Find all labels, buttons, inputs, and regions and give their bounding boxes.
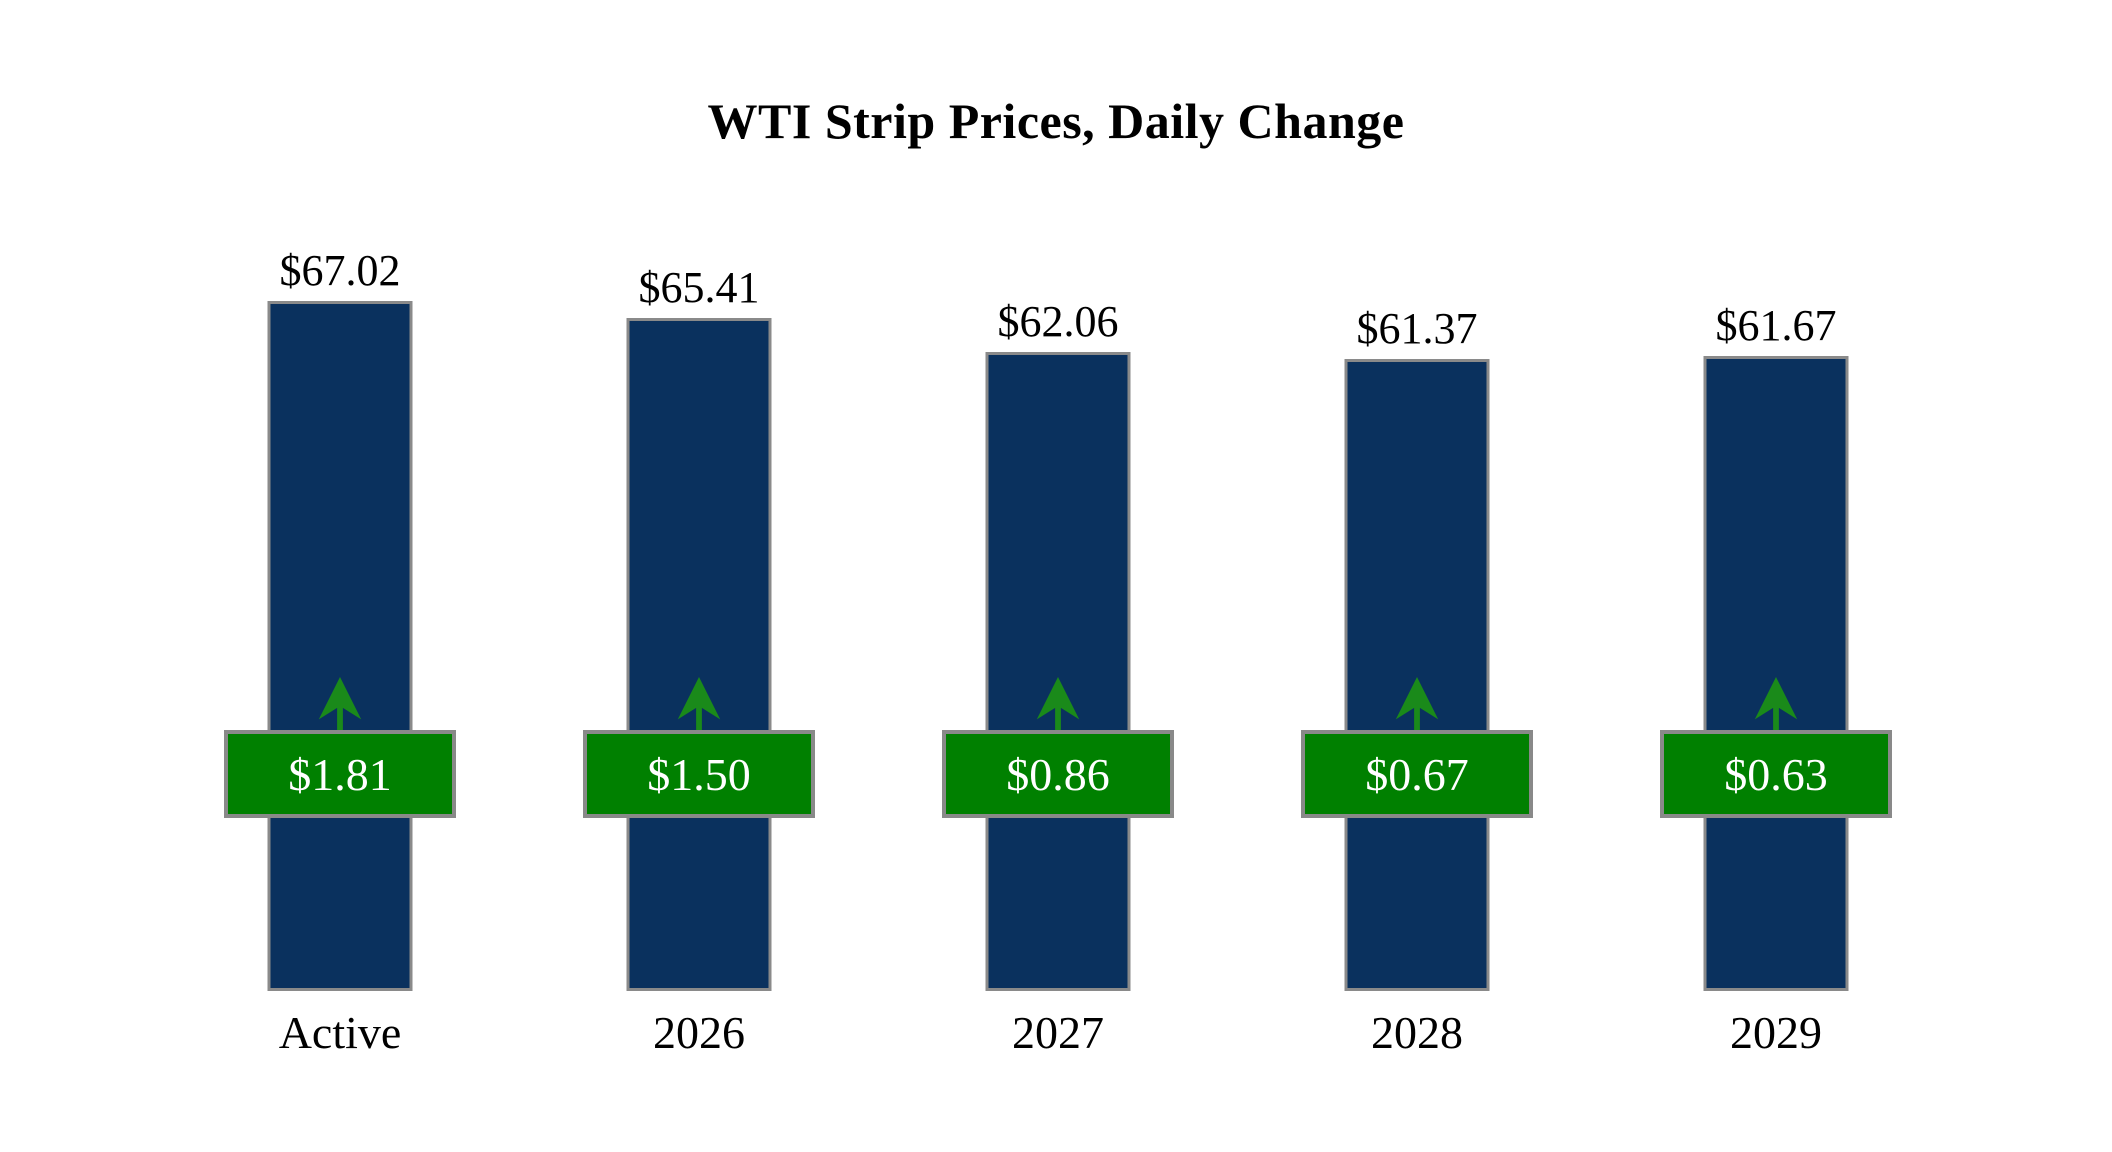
bar-group-2029: $61.67 $0.63 2029 [1596,0,1956,1152]
price-bar [985,352,1131,991]
daily-change-badge: $0.86 [942,730,1174,818]
category-label: Active [278,1007,402,1058]
daily-change-badge: $0.67 [1301,730,1533,818]
category-label: 2029 [1730,1007,1822,1058]
price-bar [267,301,413,991]
price-label: $67.02 [279,246,401,295]
daily-change-badge: $1.81 [224,730,456,818]
bar-group-2028: $61.37 $0.67 2028 [1237,0,1597,1152]
price-bar [1703,356,1849,991]
price-label: $61.67 [1715,301,1837,350]
daily-change-badge: $1.50 [583,730,815,818]
bar-group-2026: $65.41 $1.50 2026 [519,0,879,1152]
bar-group-2027: $62.06 $0.86 2027 [878,0,1238,1152]
chart-title: WTI Strip Prices, Daily Change [707,93,1405,149]
price-label: $65.41 [638,263,760,312]
category-label: 2027 [1012,1007,1104,1058]
up-arrow-icon [1036,677,1080,731]
price-label: $62.06 [997,297,1119,346]
category-label: 2026 [653,1007,745,1058]
up-arrow-icon [677,677,721,731]
up-arrow-icon [1754,677,1798,731]
price-label: $61.37 [1356,304,1478,353]
up-arrow-icon [318,677,362,731]
up-arrow-icon [1395,677,1439,731]
bar-group-active: $67.02 $1.81 Active [160,0,520,1152]
price-bar [626,318,772,991]
price-bar [1344,359,1490,991]
category-label: 2028 [1371,1007,1463,1058]
daily-change-badge: $0.63 [1660,730,1892,818]
